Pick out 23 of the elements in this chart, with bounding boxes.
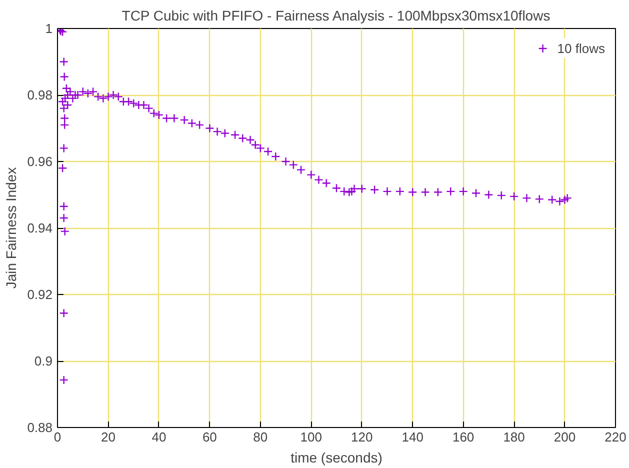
y-tick-label: 0.98 <box>27 88 53 102</box>
x-tick-label: 60 <box>202 430 217 444</box>
y-tick-label: 1 <box>45 21 53 36</box>
x-tick-label: 0 <box>54 430 62 444</box>
x-tick-label: 120 <box>351 430 373 444</box>
x-tick-label: 20 <box>100 430 116 444</box>
x-tick-label: 40 <box>152 430 166 444</box>
x-tick-label: 100 <box>300 430 322 444</box>
x-tick-label: 140 <box>402 430 424 444</box>
chart-title: TCP Cubic with PFIFO - Fairness Analysis - 100Mbpsx30msx10flows <box>122 8 550 24</box>
y-tick-label: 0.9 <box>34 354 53 368</box>
y-tick-label: 0.88 <box>27 420 53 435</box>
x-tick-label: 80 <box>253 430 268 444</box>
y-tick-label: 0.94 <box>27 220 53 236</box>
x-tick-label: 200 <box>554 430 576 444</box>
x-tick-label: 180 <box>503 430 525 444</box>
x-tick-label: 220 <box>604 430 626 444</box>
y-tick-label: 0.92 <box>27 287 53 302</box>
x-axis-title: time (seconds) <box>290 450 382 466</box>
y-tick-label: 0.96 <box>27 154 53 169</box>
legend-label: 10 flows <box>557 40 605 56</box>
y-axis-title: Jain Fairness Index <box>3 167 20 289</box>
x-tick-label: 160 <box>452 430 474 444</box>
